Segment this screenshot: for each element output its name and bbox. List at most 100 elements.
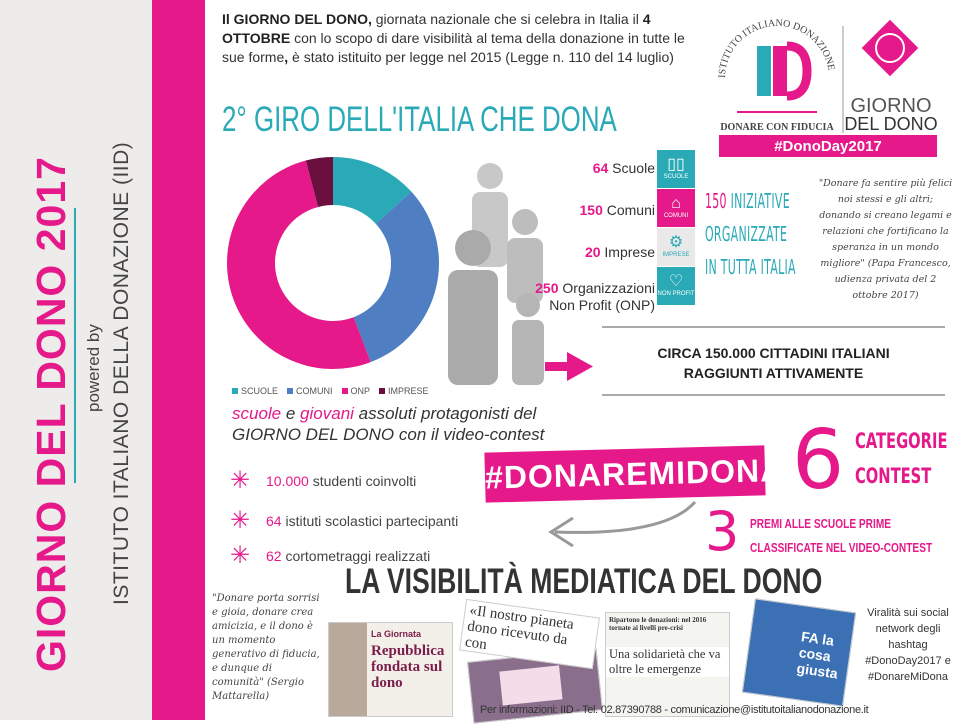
legend-swatch bbox=[379, 388, 386, 394]
logo-hashtag: #DonoDay2017 bbox=[774, 138, 882, 155]
media-title: LA VISIBILITÀ MEDIATICA DEL DONO bbox=[345, 562, 823, 601]
category-tile: ♡ NON PROFIT bbox=[657, 267, 695, 305]
legend-label: COMUNI bbox=[296, 386, 333, 396]
word: scuole bbox=[232, 404, 282, 423]
category-label: Non Profit (ONP) bbox=[549, 297, 655, 313]
asterisk-icon: ✳ bbox=[230, 507, 251, 534]
intro-bold: 4 OTTOBRE bbox=[222, 11, 651, 46]
donut-slice-scuole bbox=[333, 157, 412, 224]
category-label: Imprese bbox=[600, 244, 655, 260]
clip-title: FA la cosa giusta bbox=[795, 628, 839, 682]
mattarella-quote: "Donare porta sorrisi e gioia, donare cr… bbox=[212, 593, 320, 702]
category-number: 20 bbox=[584, 244, 601, 260]
stat-item: ✳ 62 cortometraggi realizzati bbox=[230, 541, 430, 570]
tv-screenshot: FA la cosa giusta bbox=[741, 598, 857, 707]
press-clip-repubblica: La Giornata Repubblica fondata sul dono bbox=[328, 622, 453, 717]
papa-quote: "Donare fa sentire più felici noi stessi… bbox=[818, 178, 953, 301]
tile-label: IMPRESE bbox=[662, 252, 690, 258]
premi-line: PREMI ALLE SCUOLE PRIME bbox=[750, 516, 892, 531]
pink-bar bbox=[152, 0, 205, 720]
stat-number: 10.000 bbox=[266, 472, 309, 489]
category-number: 64 bbox=[592, 160, 609, 176]
stat-text: 10.000 studenti coinvolti bbox=[266, 473, 416, 489]
category-number: 250 bbox=[535, 280, 559, 296]
categories-count: 6 bbox=[792, 413, 845, 508]
book-icon: ▯▯ bbox=[667, 156, 685, 173]
legend-swatch bbox=[232, 388, 238, 394]
powered-by: powered by bbox=[84, 324, 103, 412]
donut-slice-onp bbox=[227, 160, 371, 369]
arrow-right-icon bbox=[545, 352, 593, 381]
press-clip-solidarieta: Ripartono le donazioni: nel 2016 tornate… bbox=[605, 612, 730, 717]
legend-item: ONP bbox=[341, 386, 371, 396]
press-clip-pianeta: «Il nostro pianeta dono ricevuto da con bbox=[459, 598, 600, 670]
youth-heading: scuole e giovani assoluti protagonisti d… bbox=[232, 403, 544, 445]
logo-giorno: GIORNO bbox=[850, 95, 931, 117]
legend-label: SCUOLE bbox=[241, 386, 279, 396]
logo-del-dono: DEL DONO bbox=[844, 114, 937, 134]
heart-icon: ♡ bbox=[668, 273, 684, 290]
building-icon: ⌂ bbox=[671, 195, 681, 212]
logo: ISTITUTO ITALIANO DONAZIONE DONARE CON F… bbox=[707, 8, 947, 158]
stat-number: 62 bbox=[266, 547, 282, 564]
category-count: 64 Scuole bbox=[520, 160, 655, 177]
cat-line: CONTEST bbox=[855, 464, 932, 488]
category-label: Scuole bbox=[608, 160, 655, 176]
legend-label: IMPRESE bbox=[388, 386, 429, 396]
circa-line: RAGGIUNTI ATTIVAMENTE bbox=[683, 365, 864, 381]
iniziative-line: INIZIATIVE bbox=[726, 189, 790, 213]
cat-line: CATEGORIE bbox=[855, 429, 948, 453]
donut-slice-imprese bbox=[305, 157, 333, 207]
donut-slice-comuni bbox=[353, 191, 439, 363]
word: giovani bbox=[300, 404, 354, 423]
stat-item: ✳ 10.000 studenti coinvolti bbox=[230, 466, 416, 495]
main-title: GIORNO DEL DONO 2017 bbox=[28, 156, 74, 672]
category-tile: ⚙ IMPRESE bbox=[657, 228, 695, 266]
clip-head: La Giornata bbox=[371, 629, 422, 639]
iniziative-number: 150 bbox=[705, 189, 727, 213]
intro-bold: Il GIORNO DEL DONO, bbox=[222, 11, 372, 27]
tile-label: NON PROFIT bbox=[657, 291, 695, 297]
gears-icon: ⚙ bbox=[668, 234, 684, 251]
intro-span: con lo scopo di dare visibilità al tema … bbox=[222, 30, 685, 65]
photo bbox=[329, 623, 367, 716]
stat-item: ✳ 64 istituti scolastici partecipanti bbox=[230, 506, 458, 535]
intro-text: Il GIORNO DEL DONO, giornata nazionale c… bbox=[222, 10, 692, 67]
premi-line: CLASSIFICATE NEL VIDEO-CONTEST bbox=[750, 540, 933, 555]
intro-span: è stato istituito per legge nel 2015 (Le… bbox=[288, 49, 674, 65]
category-label: Organizzazioni bbox=[558, 280, 655, 296]
category-count: 150 Comuni bbox=[520, 202, 656, 219]
legend-item: SCUOLE bbox=[232, 386, 278, 396]
left-panel bbox=[0, 0, 152, 720]
category-tile: ▯▯ SCUOLE bbox=[657, 150, 695, 188]
category-count: 20 Imprese bbox=[520, 244, 655, 261]
citizens-reached: CIRCA 150.000 CITTADINI ITALIANI RAGGIUNT… bbox=[602, 326, 945, 396]
divider bbox=[74, 208, 76, 483]
prizes-count: 3 bbox=[705, 500, 740, 563]
stat-text: 62 cortometraggi realizzati bbox=[266, 548, 430, 564]
intro-bold: , bbox=[284, 49, 289, 65]
contact-info: Per informazioni: IID - Tel. 02.87390788… bbox=[480, 704, 869, 716]
donut-chart bbox=[227, 157, 439, 369]
people-silhouettes-icon bbox=[448, 163, 544, 385]
category-tile: ⌂ COMUNI bbox=[657, 189, 695, 227]
category-count: 250 Organizzazioni Non Profit (ONP) bbox=[520, 280, 655, 314]
stat-number: 64 bbox=[266, 512, 282, 529]
curved-arrow-icon bbox=[548, 500, 697, 548]
asterisk-icon: ✳ bbox=[230, 542, 251, 569]
tile-label: SCUOLE bbox=[663, 174, 689, 180]
legend-swatch bbox=[287, 388, 294, 394]
word: GIORNO DEL DONO con il video-contest bbox=[232, 425, 545, 444]
prizes-label: PREMI ALLE SCUOLE PRIME CLASSIFICATE NEL … bbox=[750, 512, 932, 560]
categories-label: CATEGORIE CONTEST bbox=[855, 424, 947, 494]
stat-label: cortometraggi realizzati bbox=[281, 547, 431, 564]
logo-tagline: DONARE CON FIDUCIA bbox=[720, 122, 834, 133]
category-number: 150 bbox=[579, 202, 603, 218]
legend-label: ONP bbox=[350, 386, 371, 396]
institute-name: ISTITUTO ITALIANO DELLA DONAZIONE (IID) bbox=[110, 141, 133, 605]
stat-label: istituti scolastici partecipanti bbox=[281, 512, 459, 529]
iniziative-line: IN TUTTA ITALIA bbox=[705, 255, 796, 279]
clip-title: Repubblica fondata sul dono bbox=[371, 643, 445, 691]
legend-swatch bbox=[341, 388, 348, 394]
clip-title: Una solidarietà che va oltre le emergenz… bbox=[606, 647, 729, 677]
